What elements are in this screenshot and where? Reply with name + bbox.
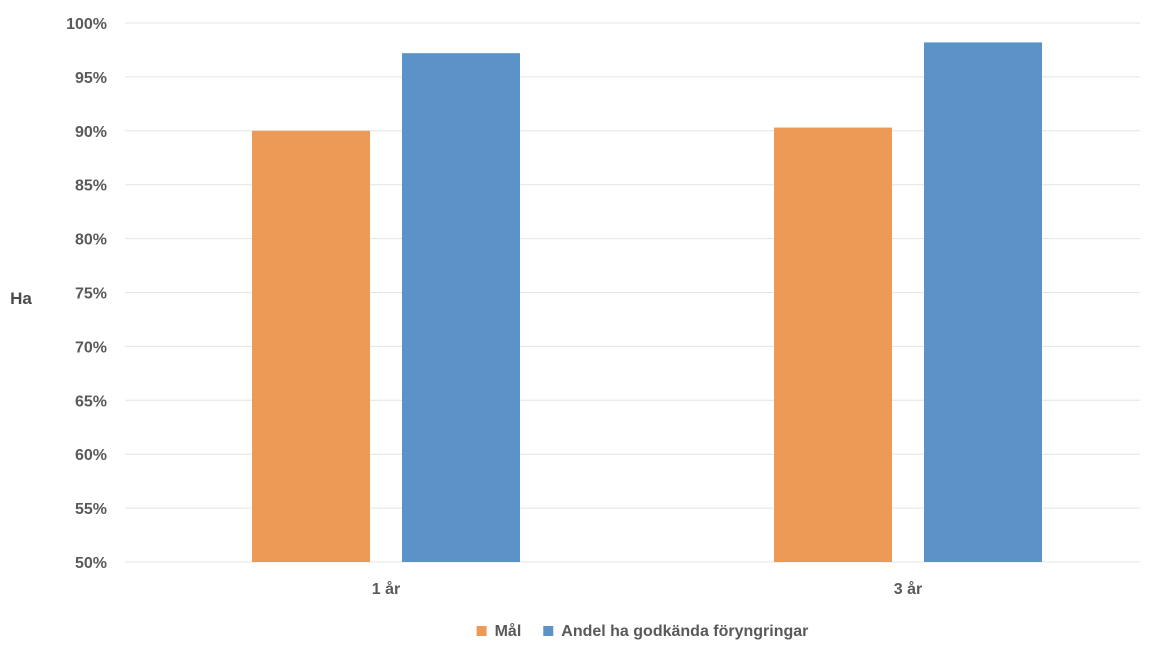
legend-label: Andel ha godkända föryngringar	[561, 623, 808, 640]
legend: Mål Andel ha godkända föryngringar	[477, 622, 809, 640]
legend-swatch	[477, 626, 487, 636]
x-tick-label: 3 år	[894, 580, 922, 598]
y-tick-label: 60%	[75, 447, 107, 464]
y-axis-title: Ha	[10, 289, 32, 308]
legend-swatch	[543, 626, 553, 636]
x-axis-ticks: 1 år 3 år	[372, 580, 922, 598]
legend-label: Mål	[495, 622, 522, 640]
y-axis-ticks: 50% 55% 60% 65% 70% 75% 80% 85% 90% 95% 100%	[66, 16, 107, 572]
y-tick-label: 100%	[66, 16, 107, 33]
y-tick-label: 90%	[75, 124, 107, 141]
y-tick-label: 95%	[75, 70, 107, 87]
y-tick-label: 55%	[75, 501, 107, 518]
legend-item: Andel ha godkända föryngringar	[543, 623, 808, 640]
bars	[252, 42, 1042, 562]
y-tick-label: 85%	[75, 178, 107, 195]
bar-mal-1	[252, 131, 370, 562]
bar-andel-2	[924, 42, 1042, 562]
bar-andel-1	[402, 53, 520, 562]
y-tick-label: 65%	[75, 393, 107, 410]
x-tick-label: 1 år	[372, 580, 400, 598]
y-tick-label: 70%	[75, 339, 107, 356]
legend-item: Mål	[477, 622, 522, 640]
y-tick-label: 75%	[75, 286, 107, 303]
y-tick-label: 80%	[75, 232, 107, 249]
y-tick-label: 50%	[75, 555, 107, 572]
bar-mal-2	[774, 128, 892, 562]
